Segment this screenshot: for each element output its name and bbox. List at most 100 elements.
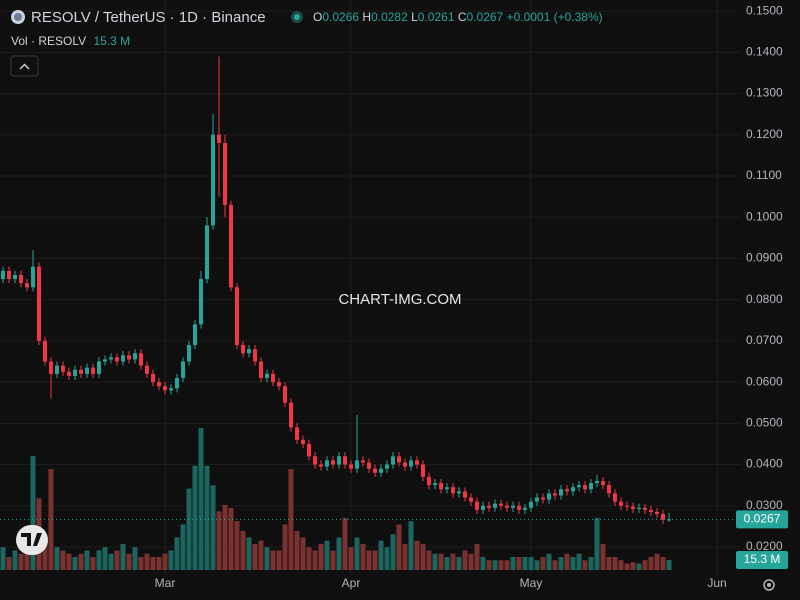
candle-body [13,274,17,280]
volume-bar [138,556,144,570]
y-tick-label: 0.0200 [746,539,783,553]
volume-bar [324,540,330,570]
volume-bar [318,543,324,570]
candle-body [97,361,101,374]
candle-body [655,511,659,514]
y-tick-label: 0.0500 [746,415,783,429]
candle-body [169,388,173,391]
collapse-button[interactable] [10,55,39,77]
candle-body [439,483,443,490]
candle-body [487,505,491,508]
volume-bar [204,465,210,570]
volume-bar [288,469,294,570]
candle-body [61,365,65,372]
ohlc-value: 0.0261 [417,10,455,24]
volume-bar [294,530,300,570]
candle-body [553,493,557,496]
candle-body [619,501,623,506]
volume-bar [408,521,414,570]
ohlc-legend: O0.0266 H0.0282 L0.0261 C0.0267 +0.0001 … [313,10,603,24]
volume-bar [228,508,234,570]
candle-body [385,464,389,469]
candle-body [505,505,509,508]
candle-body [193,324,197,345]
candle-body [73,369,77,376]
candle-body [241,345,245,354]
candle-body [355,460,359,469]
candle-body [331,460,335,465]
volume-bar [510,556,516,570]
candle-body [403,462,407,467]
ohlc-letter: O [313,10,323,24]
axes: 0.1500 0.1400 0.1300 0.1200 0.1100 0.1000 0.09… [0,3,788,590]
volume-bar [252,543,258,570]
candle-body [181,361,185,378]
candle-body [7,270,11,280]
candle-body [91,367,95,374]
volume-bar [306,547,312,570]
volume-bar [438,553,444,570]
watermark: CHART-IMG.COM [338,291,461,308]
volume-bar [468,553,474,570]
candle-body [289,402,293,428]
y-tick-label: 0.1100 [746,168,782,182]
volume-bar [96,550,102,570]
volume-bar [618,560,624,570]
volume-bars [0,428,672,570]
volume-bar [390,534,396,570]
candle-body [547,493,551,500]
volume-bar [636,563,642,570]
volume-bar [174,537,180,570]
candle-body [565,489,569,492]
volume-bar [276,550,282,570]
volume-bar [336,537,342,570]
change: +0.0001 (+0.38%) [506,10,603,24]
volume-bar [630,562,636,570]
volume-bar [492,560,498,570]
volume-bar [0,547,6,570]
volume-bar [156,556,162,570]
candle-body [25,283,29,288]
volume-bar [444,556,450,570]
candles [1,56,671,524]
candle-body [235,287,239,345]
candle-body [541,497,545,500]
volume-bar [264,547,270,570]
volume-bar [186,488,192,570]
candle-body [67,371,71,376]
x-tick-label: May [520,576,543,590]
candle-body [271,373,275,383]
ohlc-value: 0.0282 [371,10,408,24]
volume-bar [42,537,48,570]
candle-body [613,493,617,502]
settings-icon[interactable] [763,579,775,591]
ohlc-letter: H [362,10,372,24]
collapse-icon [19,63,30,70]
volume-bar [198,428,204,570]
volume-badge [736,551,788,569]
volume-bar [6,556,12,570]
volume-bar [132,547,138,570]
tv-logo-bg [16,525,48,555]
volume-bar [246,537,252,570]
candle-body [661,513,665,520]
volume-bar [576,553,582,570]
y-tick-label: 0.1200 [746,127,783,141]
y-tick-label: 0.0400 [746,457,783,471]
candle-body [571,487,575,492]
candle-body [523,507,527,510]
volume-bar [312,550,318,570]
candle-body [499,503,503,506]
volume-bar [642,560,648,570]
y-tick-label: 0.1500 [746,3,783,17]
volume-bar [300,537,306,570]
volume-bar [270,550,276,570]
candle-body [379,468,383,473]
candle-body [367,462,371,469]
candle-body [211,134,215,226]
volume-bar [372,550,378,570]
candle-body [415,460,419,465]
volume-bar [396,524,402,570]
volume-bar [240,530,246,570]
price-badge-label: 0.0267 [744,512,781,526]
